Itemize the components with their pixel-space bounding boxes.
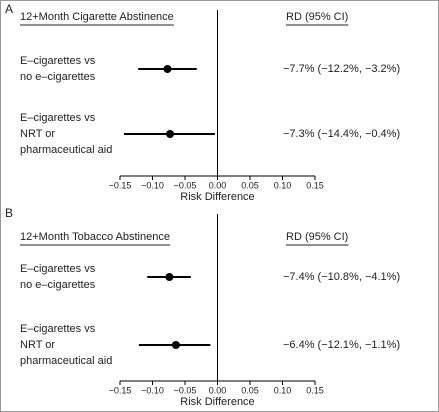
x-axis-label: Risk Difference bbox=[180, 191, 254, 203]
x-tick-label: 0.05 bbox=[241, 180, 259, 190]
category-label: no e–cigarettes bbox=[20, 279, 96, 291]
category-label: E–cigarettes vs bbox=[20, 55, 96, 67]
point-estimate bbox=[166, 130, 175, 138]
value-header: RD (95% CI) bbox=[286, 11, 348, 23]
x-tick-label: 0.15 bbox=[306, 385, 324, 395]
value-label: −7.7% (−12.2%, −3.2%) bbox=[283, 63, 400, 75]
x-tick-label: 0.05 bbox=[241, 385, 259, 395]
x-tick-label: 0.15 bbox=[306, 180, 324, 190]
point-estimate bbox=[171, 341, 180, 349]
category-label: E–cigarettes vs bbox=[20, 112, 96, 124]
category-label: no e–cigarettes bbox=[20, 71, 96, 83]
panel-label: B bbox=[5, 206, 13, 220]
x-tick-label: −0.15 bbox=[109, 385, 132, 395]
x-tick-label: 0.10 bbox=[274, 385, 292, 395]
category-label: NRT or bbox=[20, 128, 55, 140]
panel-title: 12+Month Cigarette Abstinence bbox=[20, 11, 174, 23]
panel-label: A bbox=[5, 2, 13, 16]
x-tick-label: −0.15 bbox=[109, 180, 132, 190]
value-label: −7.4% (−10.8%, −4.1%) bbox=[283, 271, 400, 283]
x-tick-label: −0.05 bbox=[174, 385, 197, 395]
value-label: −6.4% (−12.1%, −1.1%) bbox=[283, 339, 400, 351]
category-label: NRT or bbox=[20, 339, 55, 351]
category-label: pharmaceutical aid bbox=[20, 355, 112, 367]
value-label: −7.3% (−14.4%, −0.4%) bbox=[283, 128, 400, 140]
x-tick-label: −0.10 bbox=[141, 180, 164, 190]
panel-title: 12+Month Tobacco Abstinence bbox=[20, 231, 170, 243]
value-header: RD (95% CI) bbox=[286, 231, 348, 243]
x-axis-label: Risk Difference bbox=[180, 396, 254, 408]
point-estimate bbox=[163, 65, 172, 73]
category-label: pharmaceutical aid bbox=[20, 144, 112, 156]
category-label: E–cigarettes vs bbox=[20, 323, 96, 335]
x-tick-label: −0.10 bbox=[141, 385, 164, 395]
category-label: E–cigarettes vs bbox=[20, 263, 96, 275]
x-tick-label: 0.10 bbox=[274, 180, 292, 190]
x-tick-label: 0.00 bbox=[209, 385, 227, 395]
x-tick-label: −0.05 bbox=[174, 180, 197, 190]
x-tick-label: 0.00 bbox=[209, 180, 227, 190]
point-estimate bbox=[165, 273, 174, 281]
